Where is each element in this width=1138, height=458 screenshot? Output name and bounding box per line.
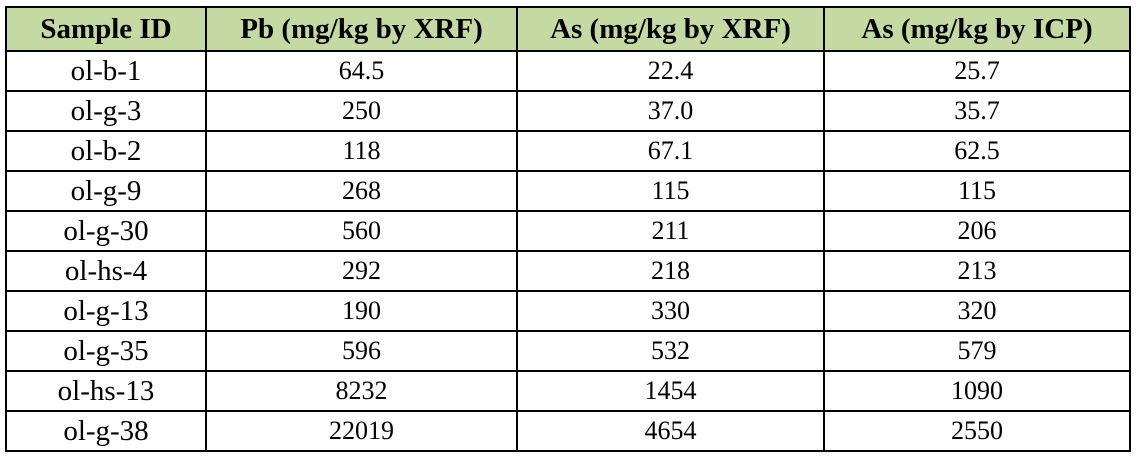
as-icp-cell: 206 — [823, 210, 1131, 252]
as-icp-cell: 25.7 — [823, 50, 1131, 92]
pb-xrf-cell: 190 — [205, 290, 518, 332]
sample-data-table: Sample ID Pb (mg/kg by XRF) As (mg/kg by… — [5, 6, 1131, 452]
as-xrf-cell: 532 — [516, 330, 825, 372]
table-row: ol-g-3 250 37.0 35.7 — [5, 90, 1131, 132]
as-xrf-cell: 1454 — [516, 370, 825, 412]
as-xrf-cell: 211 — [516, 210, 825, 252]
table-row: ol-g-9 268 115 115 — [5, 170, 1131, 212]
as-icp-cell: 579 — [823, 330, 1131, 372]
pb-xrf-cell: 268 — [205, 170, 518, 212]
sample-id-cell: ol-hs-13 — [5, 370, 207, 412]
as-xrf-cell: 37.0 — [516, 90, 825, 132]
table-row: ol-hs-13 8232 1454 1090 — [5, 370, 1131, 412]
sample-id-cell: ol-b-1 — [5, 50, 207, 92]
as-xrf-cell: 22.4 — [516, 50, 825, 92]
sample-id-cell: ol-g-13 — [5, 290, 207, 332]
as-xrf-cell: 218 — [516, 250, 825, 292]
sample-id-cell: ol-g-35 — [5, 330, 207, 372]
as-icp-cell: 320 — [823, 290, 1131, 332]
sample-id-cell: ol-g-3 — [5, 90, 207, 132]
header-pb-xrf: Pb (mg/kg by XRF) — [205, 6, 518, 52]
pb-xrf-cell: 596 — [205, 330, 518, 372]
pb-xrf-cell: 22019 — [205, 410, 518, 452]
sample-id-cell: ol-g-9 — [5, 170, 207, 212]
pb-xrf-cell: 560 — [205, 210, 518, 252]
as-xrf-cell: 115 — [516, 170, 825, 212]
pb-xrf-cell: 292 — [205, 250, 518, 292]
table-row: ol-g-13 190 330 320 — [5, 290, 1131, 332]
sample-id-cell: ol-b-2 — [5, 130, 207, 172]
pb-xrf-cell: 8232 — [205, 370, 518, 412]
as-icp-cell: 35.7 — [823, 90, 1131, 132]
table-row: ol-b-2 118 67.1 62.5 — [5, 130, 1131, 172]
table-row: ol-hs-4 292 218 213 — [5, 250, 1131, 292]
table-row: ol-g-30 560 211 206 — [5, 210, 1131, 252]
as-icp-cell: 213 — [823, 250, 1131, 292]
table-container: Sample ID Pb (mg/kg by XRF) As (mg/kg by… — [5, 6, 1131, 452]
as-icp-cell: 115 — [823, 170, 1131, 212]
pb-xrf-cell: 64.5 — [205, 50, 518, 92]
as-xrf-cell: 67.1 — [516, 130, 825, 172]
as-icp-cell: 1090 — [823, 370, 1131, 412]
table-row: ol-b-1 64.5 22.4 25.7 — [5, 50, 1131, 92]
pb-xrf-cell: 118 — [205, 130, 518, 172]
header-row: Sample ID Pb (mg/kg by XRF) As (mg/kg by… — [5, 6, 1131, 52]
sample-id-cell: ol-hs-4 — [5, 250, 207, 292]
header-as-icp: As (mg/kg by ICP) — [823, 6, 1131, 52]
table-row: ol-g-38 22019 4654 2550 — [5, 410, 1131, 452]
header-as-xrf: As (mg/kg by XRF) — [516, 6, 825, 52]
pb-xrf-cell: 250 — [205, 90, 518, 132]
table-row: ol-g-35 596 532 579 — [5, 330, 1131, 372]
sample-id-cell: ol-g-38 — [5, 410, 207, 452]
as-icp-cell: 2550 — [823, 410, 1131, 452]
as-xrf-cell: 4654 — [516, 410, 825, 452]
header-sample-id: Sample ID — [5, 6, 207, 52]
as-icp-cell: 62.5 — [823, 130, 1131, 172]
table-header: Sample ID Pb (mg/kg by XRF) As (mg/kg by… — [5, 6, 1131, 52]
as-xrf-cell: 330 — [516, 290, 825, 332]
sample-id-cell: ol-g-30 — [5, 210, 207, 252]
table-body: ol-b-1 64.5 22.4 25.7 ol-g-3 250 37.0 35… — [5, 50, 1131, 452]
